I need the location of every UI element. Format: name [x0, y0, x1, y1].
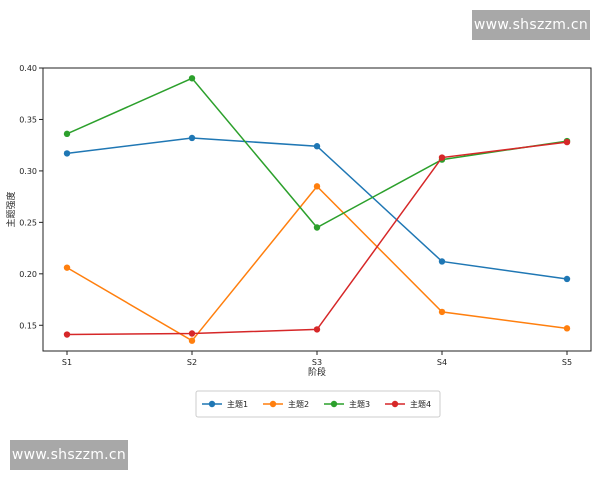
- x-tick-label: S4: [437, 358, 447, 367]
- legend-marker: [208, 400, 216, 408]
- legend-item-3: 主题3: [324, 399, 370, 409]
- y-tick-label: 0.15: [19, 321, 37, 330]
- data-point: [313, 143, 321, 150]
- y-axis-label: 主题强度: [5, 191, 17, 227]
- series-line: [66, 141, 568, 336]
- data-point: [313, 224, 321, 231]
- y-tick-label: 0.30: [19, 167, 37, 176]
- series-4: [63, 138, 571, 338]
- data-point: [63, 130, 71, 138]
- y-tick-label: 0.20: [19, 270, 37, 279]
- legend-marker: [269, 400, 277, 408]
- legend-item-4: 主题4: [385, 399, 431, 409]
- series-line: [66, 77, 568, 229]
- data-point: [313, 183, 321, 190]
- legend-item-1: 主题1: [202, 399, 248, 409]
- x-tick-label: S2: [187, 358, 197, 367]
- x-tick-label: S3: [312, 358, 322, 367]
- watermark-top-right: www.shszzm.cn: [472, 10, 590, 40]
- data-point: [563, 138, 571, 146]
- data-point: [188, 337, 196, 344]
- series-line: [66, 185, 568, 342]
- data-point: [63, 150, 71, 157]
- legend-box: [195, 390, 441, 418]
- watermark-bottom-left: www.shszzm.cn: [10, 440, 128, 470]
- data-point: [63, 264, 71, 271]
- y-tick-label: 0.35: [19, 115, 37, 124]
- legend-label: 主题3: [349, 399, 370, 409]
- legend-marker: [391, 400, 399, 408]
- plot-frame: [42, 67, 592, 352]
- series-line: [66, 137, 568, 280]
- legend-item-2: 主题2: [263, 399, 309, 409]
- series-1: [63, 134, 571, 283]
- x-tick-label: S1: [62, 358, 72, 367]
- data-point: [313, 326, 321, 333]
- x-axis-label: 阶段: [308, 366, 326, 378]
- data-point: [63, 331, 71, 338]
- data-point: [563, 275, 571, 283]
- legend-label: 主题4: [410, 399, 431, 409]
- y-tick-label: 0.40: [19, 64, 37, 73]
- x-tick-label: S5: [562, 358, 572, 367]
- data-point: [188, 75, 196, 82]
- series-3: [63, 75, 571, 231]
- legend-label: 主题2: [288, 399, 309, 409]
- legend-label: 主题1: [227, 399, 248, 409]
- data-point: [438, 308, 446, 316]
- data-point: [188, 134, 196, 142]
- data-point: [188, 330, 196, 337]
- y-tick-label: 0.25: [19, 218, 37, 227]
- series-2: [63, 183, 571, 344]
- data-point: [438, 258, 446, 265]
- legend-marker: [330, 400, 338, 408]
- data-point: [563, 325, 571, 332]
- data-point: [438, 154, 446, 161]
